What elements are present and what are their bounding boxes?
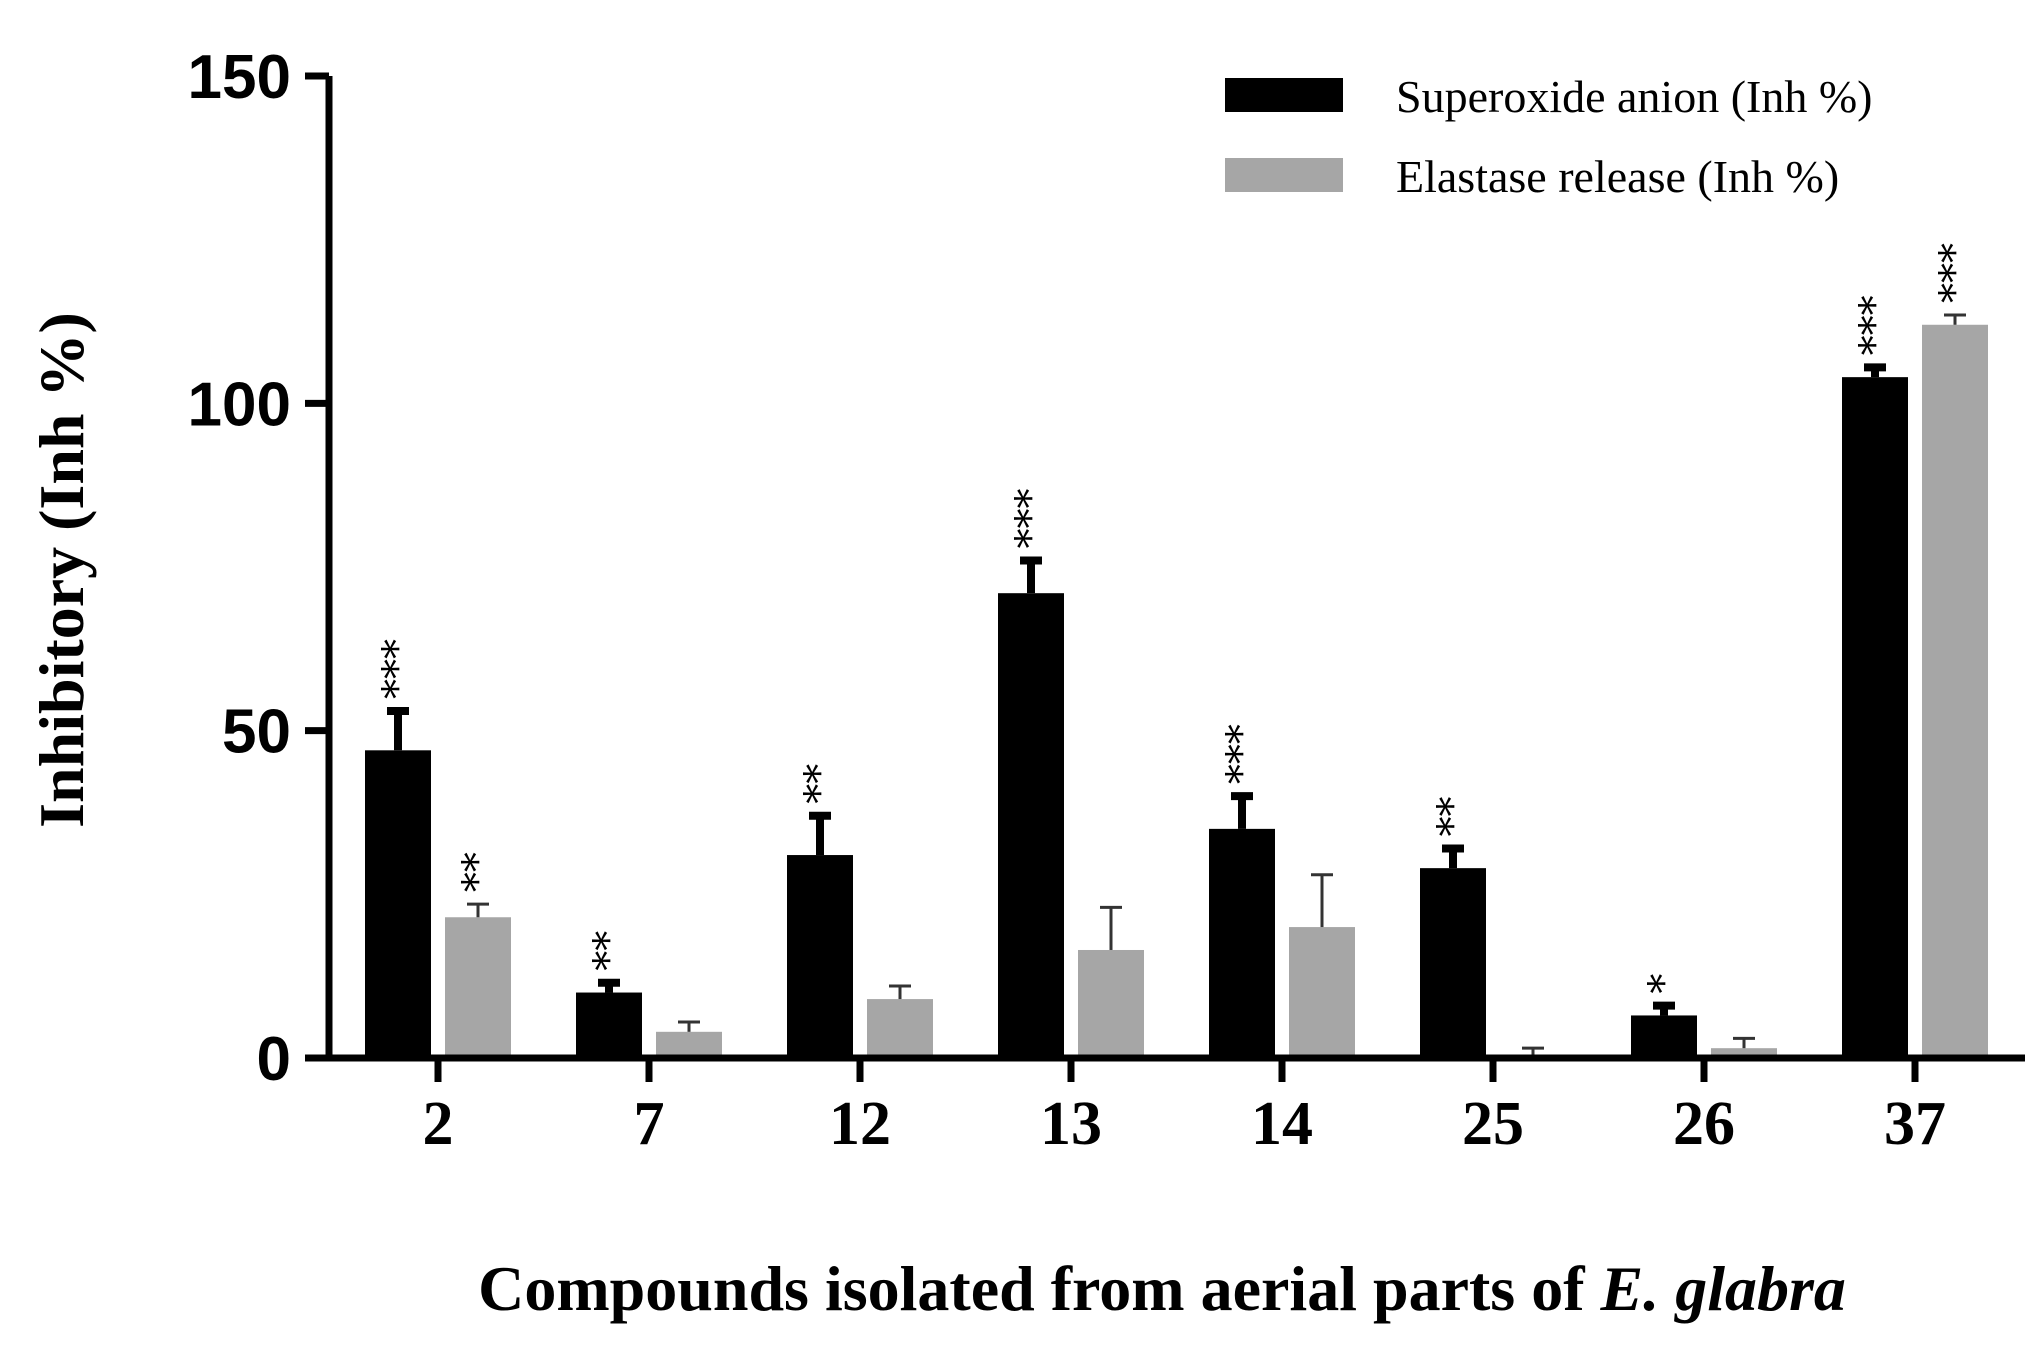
legend-label-elastase: Elastase release (Inh %) [1396, 151, 1839, 202]
bars-layer [365, 324, 1988, 1059]
x-tick-label: 37 [1884, 1090, 1946, 1158]
bar-series1-13 [1078, 949, 1144, 1058]
error-bars-layer [387, 313, 1966, 1055]
y-tick-label: 50 [222, 698, 291, 767]
x-tick-label: 12 [829, 1090, 891, 1158]
bar-series1-2 [445, 917, 511, 1058]
significance-mark: ** [455, 852, 501, 892]
x-tick-label: 25 [1462, 1090, 1524, 1158]
bar-series0-14 [1209, 828, 1275, 1058]
bar-series0-7 [576, 992, 642, 1058]
significance-mark: ** [797, 764, 843, 804]
bar-series0-13 [998, 593, 1064, 1058]
x-axis-title: Compounds isolated from aerial parts of … [478, 1253, 1846, 1324]
x-axis-ticks: 2 7 12 13 14 25 26 37 [423, 1058, 1946, 1158]
x-tick-label: 26 [1673, 1090, 1735, 1158]
x-tick-label: 13 [1040, 1090, 1102, 1158]
significance-mark: *** [1932, 243, 1978, 303]
bar-series0-12 [787, 855, 853, 1058]
bar-series1-37 [1922, 324, 1988, 1059]
significance-mark: *** [1219, 724, 1265, 784]
bar-series0-37 [1842, 377, 1908, 1058]
y-tick-label: 100 [188, 370, 291, 439]
significance-mark: ** [586, 931, 632, 971]
legend-swatch-superoxide [1225, 78, 1343, 112]
bar-series1-12 [867, 999, 933, 1058]
significance-mark: *** [1008, 488, 1054, 548]
x-tick-label: 7 [634, 1090, 665, 1158]
y-tick-label: 0 [257, 1025, 291, 1094]
y-axis-title: Inhibitory (Inh %) [26, 312, 97, 828]
significance-mark: ** [1430, 797, 1476, 837]
legend-swatch-elastase [1225, 158, 1343, 192]
bar-series0-2 [365, 750, 431, 1058]
legend: Superoxide anion (Inh %) Elastase releas… [1225, 71, 1873, 202]
significance-mark: *** [1852, 295, 1898, 355]
significance-layer: ************************ [375, 243, 1978, 994]
x-tick-label: 2 [423, 1090, 454, 1158]
legend-label-superoxide: Superoxide anion (Inh %) [1396, 71, 1873, 122]
bar-series1-26 [1711, 1048, 1777, 1058]
y-axis-ticks: 0 50 100 150 [188, 43, 329, 1094]
significance-mark: * [1641, 974, 1687, 994]
bar-series1-14 [1289, 927, 1355, 1058]
bar-series0-26 [1631, 1015, 1697, 1058]
y-tick-label: 150 [188, 43, 291, 112]
bar-series0-25 [1420, 868, 1486, 1058]
significance-mark: *** [375, 639, 421, 699]
x-tick-label: 14 [1251, 1090, 1313, 1158]
bar-series1-7 [656, 1031, 722, 1058]
